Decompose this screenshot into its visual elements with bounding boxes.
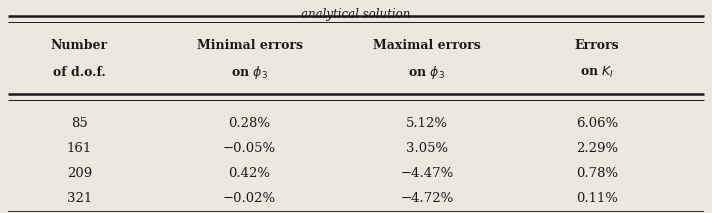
Text: Maximal errors: Maximal errors (373, 39, 481, 52)
Text: 0.78%: 0.78% (576, 167, 618, 180)
Text: 161: 161 (67, 142, 92, 155)
Text: −0.02%: −0.02% (223, 193, 276, 206)
Text: −0.05%: −0.05% (223, 142, 276, 155)
Text: 209: 209 (67, 167, 92, 180)
Text: 0.42%: 0.42% (229, 167, 271, 180)
Text: 2.29%: 2.29% (576, 142, 618, 155)
Text: of d.o.f.: of d.o.f. (53, 66, 106, 79)
Text: on $\phi_3$: on $\phi_3$ (231, 64, 268, 81)
Text: 5.12%: 5.12% (406, 117, 448, 130)
Text: Number: Number (51, 39, 108, 52)
Text: 0.11%: 0.11% (576, 193, 618, 206)
Text: on $K_I$: on $K_I$ (580, 65, 614, 81)
Text: 85: 85 (71, 117, 88, 130)
Text: 0.28%: 0.28% (229, 117, 271, 130)
Text: Errors: Errors (575, 39, 619, 52)
Text: −4.47%: −4.47% (400, 167, 454, 180)
Text: on $\phi_3$: on $\phi_3$ (409, 64, 446, 81)
Text: 3.05%: 3.05% (406, 142, 448, 155)
Text: 321: 321 (67, 193, 92, 206)
Text: analytical solution: analytical solution (301, 8, 411, 21)
Text: 6.06%: 6.06% (576, 117, 618, 130)
Text: Minimal errors: Minimal errors (197, 39, 303, 52)
Text: −4.72%: −4.72% (400, 193, 454, 206)
